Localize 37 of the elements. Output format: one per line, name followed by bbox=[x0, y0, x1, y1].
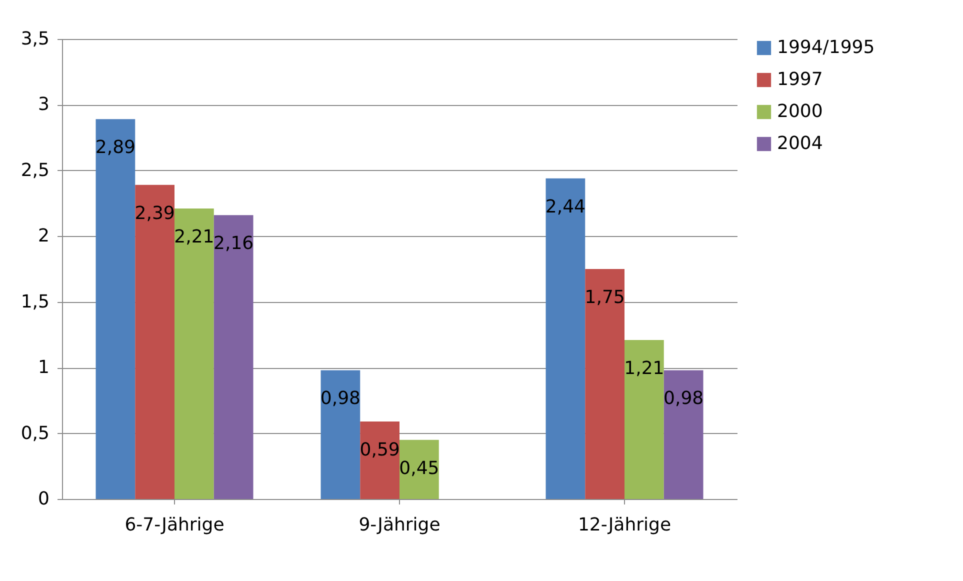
data-label: 2,89 bbox=[95, 137, 136, 158]
y-tick-label: 1 bbox=[38, 357, 50, 378]
data-label: 2,44 bbox=[545, 196, 586, 218]
y-tick-label: 0,5 bbox=[20, 422, 50, 444]
data-label: 2,39 bbox=[134, 202, 175, 224]
data-label: 1,21 bbox=[624, 358, 664, 379]
data-label: 1,75 bbox=[584, 287, 625, 308]
bar bbox=[135, 184, 174, 499]
data-label: 2,16 bbox=[214, 233, 254, 254]
y-tick-label: 0 bbox=[38, 488, 50, 510]
data-label: 0,45 bbox=[399, 458, 440, 479]
bar bbox=[664, 370, 704, 499]
bar bbox=[546, 178, 586, 499]
bar bbox=[96, 119, 136, 499]
data-label: 0,98 bbox=[664, 388, 704, 410]
y-tick-label: 1,5 bbox=[20, 291, 50, 312]
legend-label: 2004 bbox=[777, 133, 823, 154]
bar bbox=[400, 440, 439, 499]
x-tick-label: 9-Jährige bbox=[358, 514, 440, 536]
bar bbox=[174, 208, 214, 499]
y-tick-label: 3 bbox=[38, 94, 50, 116]
legend-label: 2000 bbox=[777, 101, 823, 122]
legend-label: 1994/1995 bbox=[777, 37, 875, 58]
bar bbox=[214, 215, 254, 499]
y-tick-label: 3,5 bbox=[20, 28, 50, 50]
legend-label: 1997 bbox=[777, 69, 823, 90]
bar bbox=[585, 269, 624, 499]
data-label: 0,59 bbox=[360, 439, 400, 460]
y-tick-label: 2 bbox=[38, 226, 50, 247]
bar bbox=[320, 370, 360, 499]
x-tick-label: 6-7-Jährige bbox=[124, 514, 224, 536]
data-label: 0,98 bbox=[320, 388, 360, 410]
bar bbox=[624, 340, 664, 499]
data-label: 2,21 bbox=[174, 226, 214, 248]
y-tick-label: 2,5 bbox=[20, 160, 50, 181]
bar bbox=[360, 421, 400, 499]
x-tick-label: 12-Jährige bbox=[578, 514, 672, 536]
